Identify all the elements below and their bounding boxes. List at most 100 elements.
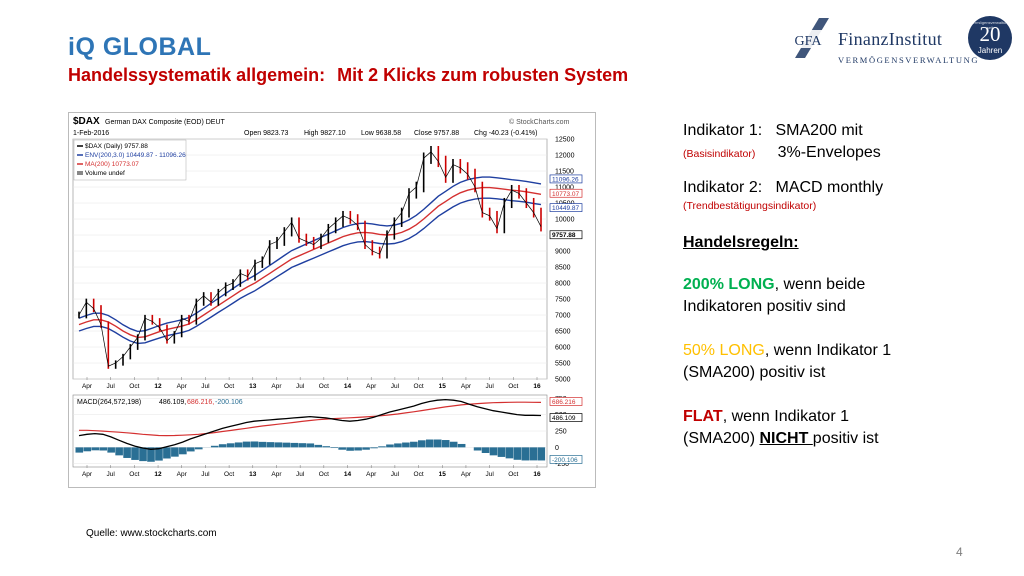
macd-value-3: -200.106 <box>215 399 243 406</box>
rules-heading: Handelsregeln: <box>683 234 799 251</box>
macd-histogram-bar <box>250 441 259 448</box>
price-tick-label: 12500 <box>555 137 575 144</box>
x-tick-label: 12 <box>154 471 162 478</box>
macd-histogram-bar <box>171 447 179 457</box>
price-tick-label: 12000 <box>555 153 575 160</box>
indicator-2-sub: (Trendbestätigungsindikator) <box>683 200 817 212</box>
macd-histogram-bar <box>394 443 402 448</box>
macd-histogram-bar <box>194 447 203 450</box>
macd-histogram-bar <box>258 441 267 448</box>
macd-histogram-bar <box>513 447 522 460</box>
slide-subtitle: Handelssystematik allgemein: Mit 2 Klicks… <box>68 65 628 86</box>
chart-close: Close 9757.88 <box>414 130 459 137</box>
macd-histogram-bar <box>402 442 410 448</box>
macd-histogram-bar <box>346 447 354 451</box>
x-tick-label: Oct <box>319 383 329 390</box>
macd-lines <box>78 398 542 450</box>
x-tick-label: Jul <box>485 471 494 478</box>
macd-label: MACD(264,572,198) <box>77 399 141 406</box>
macd-histogram-bar <box>322 446 331 448</box>
x-tick-label: 15 <box>439 383 447 390</box>
x-tick-label: 16 <box>533 471 541 478</box>
rule-3: FLAT, wenn Indikator 1 <box>683 406 1013 428</box>
macd-histogram-bar <box>521 447 530 461</box>
macd-histogram-bar <box>370 447 378 449</box>
x-tick-label: Oct <box>129 383 139 390</box>
x-tick-label: Jul <box>296 383 305 390</box>
price-tick-label: 8500 <box>555 265 571 272</box>
macd-histogram-bar <box>147 447 155 462</box>
gfa-logo-icon: GFA <box>785 18 831 58</box>
x-tick-label: 16 <box>533 383 541 390</box>
macd-tick-label: -250 <box>555 461 569 468</box>
price-tag-label: 10773.07 <box>552 191 579 198</box>
macd-signal-line <box>79 401 542 437</box>
chart-high: High 9827.10 <box>304 130 346 137</box>
x-tick-label: Apr <box>271 471 282 478</box>
macd-histogram-bar <box>99 447 107 451</box>
badge-small-text: Vermögensverwaltung seit <box>970 20 1010 30</box>
x-axis-macd: Apr Jul Oct 12 Apr Jul Oct 13 Apr Jul Oct 14 Apr Jul O… <box>82 465 541 478</box>
source-note: Quelle: www.stockcharts.com <box>86 528 217 539</box>
x-tick-label: Apr <box>366 383 377 390</box>
macd-histogram-bar <box>354 447 362 451</box>
price-tick-label: 10000 <box>555 217 575 224</box>
x-tick-label: Apr <box>177 471 188 478</box>
chart-name: German DAX Composite (EOD) DEUT <box>105 119 226 126</box>
price-tick-label: 11000 <box>555 185 574 192</box>
price-tick-label: 6500 <box>555 329 571 336</box>
macd-histogram-bar <box>330 447 338 449</box>
x-tick-label: Apr <box>82 383 93 390</box>
macd-histogram-bar <box>266 442 275 448</box>
macd-tag-label: 686.216 <box>552 399 576 406</box>
rule-3-line2a: (SMA200) <box>683 430 760 447</box>
macd-histogram-bar <box>298 443 307 448</box>
macd-histogram-bar <box>115 447 123 456</box>
macd-histogram-bar <box>155 447 163 461</box>
macd-histogram-bar <box>338 447 346 450</box>
chart-low: Low 9638.58 <box>361 130 401 137</box>
page-number: 4 <box>956 545 963 559</box>
price-tag-box <box>549 188 583 198</box>
x-tick-label: Apr <box>82 471 93 478</box>
macd-histogram-bar <box>234 442 243 448</box>
chart-watermark: © StockCharts.com <box>509 118 570 126</box>
price-tag-label: 11096.26 <box>552 176 579 183</box>
macd-histogram-bar <box>378 446 386 448</box>
macd-histogram-bar <box>410 441 418 448</box>
indicator-1: Indikator 1: SMA200 mit <box>683 120 1013 142</box>
x-tick-label: Jul <box>201 471 210 478</box>
price-tick-label: 6000 <box>555 345 571 352</box>
x-tick-label: Jul <box>201 383 210 390</box>
macd-histogram-bar <box>489 447 498 456</box>
macd-histogram-bar <box>282 442 291 448</box>
subtitle-part2: Mit 2 Klicks zum robusten System <box>337 65 629 85</box>
macd-histogram-bar <box>473 447 482 451</box>
indicator-2-label: Indikator 2: <box>683 179 763 196</box>
rule-3-head: FLAT <box>683 408 723 425</box>
price-tags: 11096.26 10773.07 10449.87 9757.88 <box>549 174 583 239</box>
macd-histogram-bar <box>187 447 195 452</box>
x-tick-label: 12 <box>154 383 162 390</box>
anniversary-badge: Vermögensverwaltung seit 20 Jahren <box>968 16 1012 60</box>
macd-histogram-bar <box>497 447 506 457</box>
macd-histogram-bar <box>505 447 514 459</box>
x-tick-label: Oct <box>508 471 518 478</box>
rule-2: 50% LONG, wenn Indikator 1 <box>683 340 1013 362</box>
macd-value-1: 486.109, <box>159 399 186 406</box>
legend-ma: MA(200) 10773.07 <box>85 161 139 168</box>
legend-vol-swatch <box>77 171 83 175</box>
indicator-1-label: Indikator 1: <box>683 122 763 139</box>
rule-1-head: 200% LONG <box>683 276 775 293</box>
indicator-1-line2: (Basisindikator) 3%-Envelopes <box>683 142 1013 165</box>
price-axis: 1250012000115001100010500100009500900085… <box>555 137 575 384</box>
price-tag-label: 10449.87 <box>552 205 579 212</box>
rule-2-line2: (SMA200) positiv ist <box>683 364 826 381</box>
macd-histogram-bar <box>123 447 131 458</box>
price-series <box>78 145 542 369</box>
macd-histogram-bar <box>131 447 139 460</box>
x-tick-label: Oct <box>224 383 234 390</box>
indicator-2-line2: (Trendbestätigungsindikator) <box>683 199 1013 212</box>
dax-chart-svg: $DAX German DAX Composite (EOD) DEUT © S… <box>72 116 583 478</box>
logo-monogram: GFA <box>795 34 823 49</box>
